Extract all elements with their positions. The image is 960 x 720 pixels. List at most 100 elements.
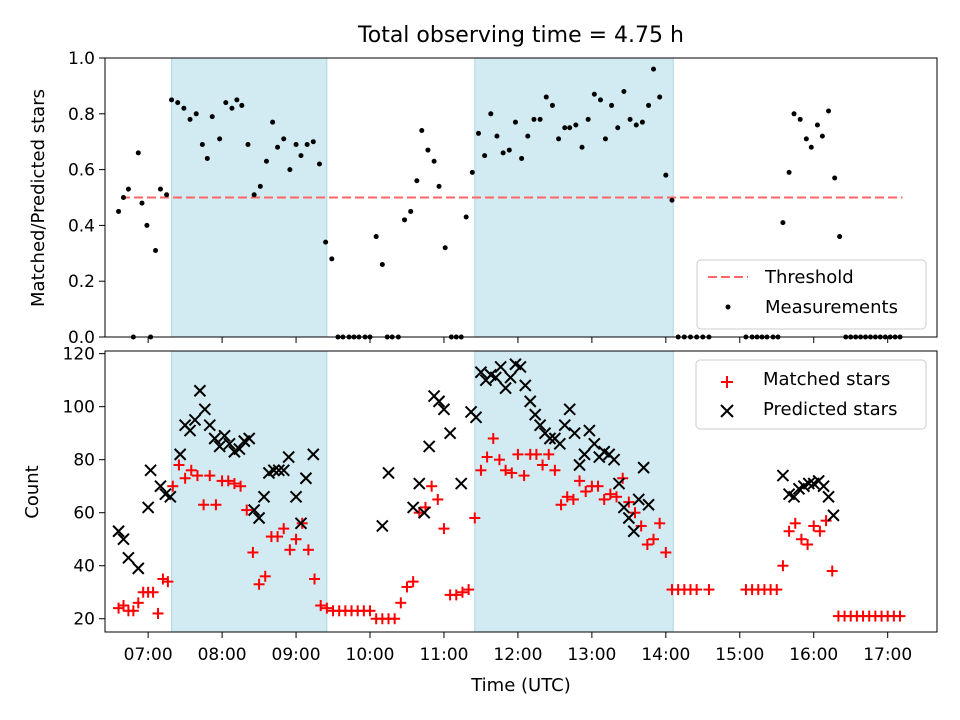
matched-point (635, 520, 647, 532)
matched-point (127, 605, 139, 617)
predicted-point (294, 517, 308, 530)
measurement-point (169, 97, 175, 103)
bottom-x-ticks: 07:00 08:00 09:00 10:00 11:00 12:00 13:00 14:00… (124, 632, 912, 665)
x-tick-label: 17:00 (863, 645, 912, 665)
predicted-point (218, 429, 231, 443)
predicted-point (233, 442, 246, 456)
measurement-point (549, 102, 555, 108)
predicted-point (282, 450, 295, 464)
shaded-band (474, 350, 674, 633)
y-tick-label: 0.4 (68, 216, 95, 236)
predicted-point (144, 464, 157, 477)
matched-point (802, 539, 814, 551)
matched-point (500, 464, 512, 476)
matched-point (481, 451, 493, 463)
matched-point (389, 613, 401, 625)
predicted-point (289, 490, 303, 504)
y-tick-label: 120 (63, 345, 95, 365)
predicted-point (533, 419, 547, 432)
predicted-point (455, 477, 468, 490)
x-tick-label: 08:00 (198, 645, 247, 665)
measurement-point (808, 144, 814, 150)
matched-point (395, 597, 407, 609)
matched-point (432, 493, 444, 505)
matched-point (191, 470, 203, 482)
matched-point (302, 544, 314, 556)
matched-point (179, 472, 191, 484)
shaded-band (171, 57, 328, 338)
measurement-point (832, 175, 838, 181)
measurement-point (209, 114, 215, 120)
predicted-point (164, 490, 177, 504)
matched-point (167, 480, 179, 492)
matched-point (259, 570, 271, 582)
predicted-point (622, 511, 636, 525)
matched-point (321, 602, 333, 614)
measurement-point (281, 136, 287, 142)
predicted-point (528, 408, 542, 421)
measurement-point (609, 102, 615, 108)
matched-point (530, 448, 542, 460)
measurement-point (436, 183, 442, 189)
measurement-point (615, 125, 621, 131)
measurement-point (199, 141, 205, 147)
matched-point (561, 491, 573, 503)
matched-point (407, 576, 419, 588)
measurement-point (263, 158, 269, 164)
matched-point (185, 464, 197, 476)
measurement-point (819, 133, 825, 139)
measurement-point (187, 116, 193, 122)
legend-matched-label: Matched stars (763, 369, 890, 390)
predicted-point (802, 477, 816, 490)
measurement-point (164, 192, 170, 198)
predicted-point (469, 411, 483, 424)
predicted-point (489, 371, 502, 384)
measurement-point (275, 144, 281, 150)
predicted-point (519, 379, 532, 392)
matched-point (641, 539, 653, 551)
measurement-point (402, 217, 408, 223)
matched-point (222, 475, 234, 487)
measurement-point (135, 150, 141, 156)
predicted-point (504, 371, 517, 384)
matched-point (113, 602, 125, 614)
measurement-point (463, 214, 469, 220)
predicted-point (553, 437, 567, 450)
predicted-point (376, 519, 389, 533)
matched-point (543, 448, 555, 460)
y-tick-label: 0.6 (68, 161, 95, 181)
top-shaded-bands (171, 57, 674, 338)
predicted-point (776, 469, 790, 482)
predicted-point (632, 493, 645, 506)
measurement-point (537, 116, 543, 122)
measurement-point (293, 141, 299, 147)
matched-point (777, 560, 789, 572)
predicted-point (612, 477, 626, 490)
measurement-point (153, 248, 159, 254)
predicted-point (154, 479, 167, 493)
matched-point (820, 515, 832, 527)
matched-point (487, 432, 499, 444)
x-axis-label: Time (UTC) (470, 675, 571, 696)
matched-point (456, 586, 468, 598)
predicted-point (432, 395, 446, 408)
measurement-point (175, 100, 181, 106)
top-legend: Threshold Measurements (696, 259, 927, 330)
matched-point (157, 573, 169, 585)
predicted-point (243, 432, 256, 445)
measurement-point (229, 105, 235, 111)
measurement-point (591, 91, 597, 97)
predicted-point (198, 403, 212, 416)
matched-point (272, 531, 284, 543)
predicted-point (208, 432, 221, 445)
matched-point (278, 523, 290, 535)
matched-point (789, 517, 801, 529)
measurement-point (579, 144, 585, 150)
matched-point (204, 470, 216, 482)
measurement-point (316, 161, 322, 167)
measurement-point (512, 119, 518, 125)
predicted-point (422, 440, 436, 453)
predicted-point (817, 479, 830, 493)
predicted-point (418, 506, 431, 519)
matched-point (555, 499, 567, 511)
